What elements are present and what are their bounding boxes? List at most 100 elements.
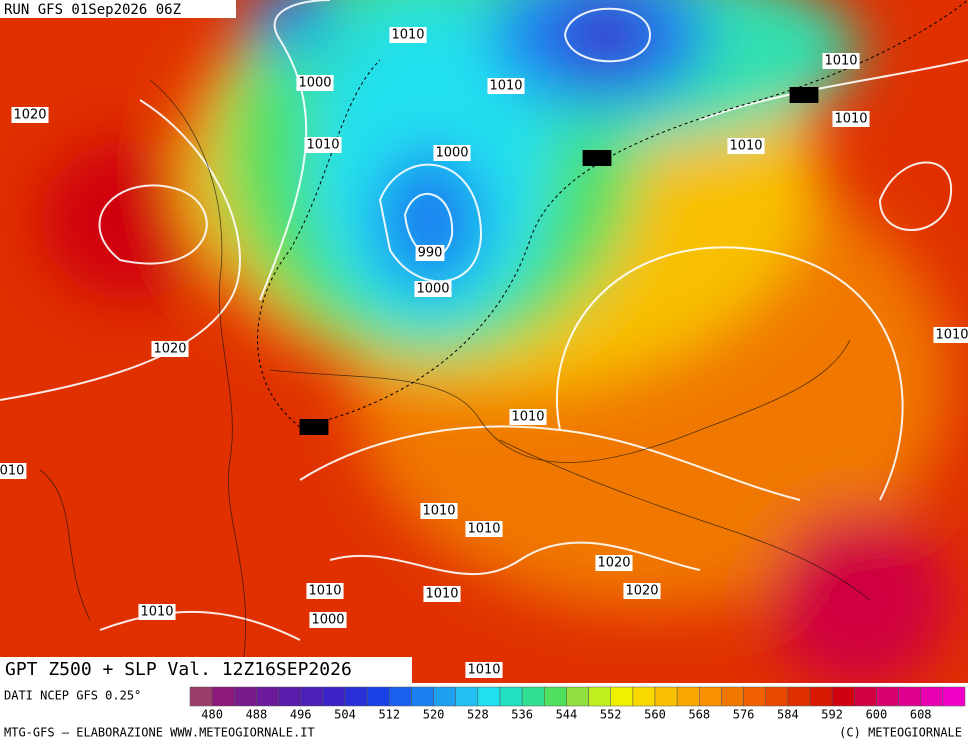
contour-label-bg: [389, 27, 427, 43]
colorbar-tick-label: 592: [821, 708, 843, 722]
colorbar-tick-label: 488: [246, 708, 268, 722]
contour-label: 1020: [597, 556, 630, 571]
contour-label-bg: [832, 111, 870, 127]
contour-label-bg: [423, 586, 461, 602]
contour-label: 1010: [306, 138, 339, 153]
map-title: GPT Z500 + SLP Val. 12Z16SEP2026: [5, 659, 352, 680]
colorbar-tick-label: 552: [600, 708, 622, 722]
contour-label-bg: [822, 53, 860, 69]
contour-label-bg: [0, 463, 27, 479]
contour-label: 1000: [435, 146, 468, 161]
color-swatch: [898, 686, 921, 707]
colorbar-tick-label: 600: [866, 708, 888, 722]
color-swatch: [344, 686, 368, 707]
colorbar-tick-label: 480: [201, 708, 223, 722]
colorbar-tick-label: 512: [378, 708, 400, 722]
contour-label-bg: [151, 341, 189, 357]
color-swatch: [699, 686, 722, 707]
color-swatch: [721, 686, 744, 707]
contour-label-bg: [582, 150, 612, 166]
contour-label: 1000: [298, 76, 331, 91]
color-swatch: [831, 686, 855, 707]
contour-label: 1010: [489, 79, 522, 94]
color-swatch: [610, 686, 634, 707]
contour-label: 1010: [422, 504, 455, 519]
contour-label-bg: [11, 107, 49, 123]
data-source: DATI NCEP GFS 0.25°: [4, 689, 141, 703]
contour-label: 552: [585, 151, 610, 166]
contour-label-bg: [465, 521, 503, 537]
colorbar-tick-label: 560: [644, 708, 666, 722]
contour-label: 1010: [729, 139, 762, 154]
color-swatch: [632, 686, 656, 707]
color-swatch: [809, 686, 833, 707]
color-swatch: [389, 686, 412, 707]
color-swatch: [854, 686, 877, 707]
contour-label-bg: [415, 245, 445, 261]
color-swatch: [588, 686, 611, 707]
colorbar-tick-label: 496: [290, 708, 312, 722]
contour-label: 1000: [416, 282, 449, 297]
contour-label: 010: [0, 464, 24, 479]
color-swatch: [234, 686, 257, 707]
contour-label: 1010: [824, 54, 857, 69]
color-swatch: [676, 686, 700, 707]
title-box: [0, 657, 412, 683]
colorbar-tick-label: 576: [733, 708, 755, 722]
contour-label: 552: [302, 420, 327, 435]
header-box: [0, 0, 236, 18]
color-swatch: [256, 686, 279, 707]
contour-label: 1010: [140, 605, 173, 620]
colorbar-tick-label: 504: [334, 708, 356, 722]
color-swatch: [211, 686, 235, 707]
contour-label: 1000: [311, 613, 344, 628]
contour-label: 1010: [467, 663, 500, 678]
contour-label-bg: [933, 327, 968, 343]
contour-label-bg: [296, 75, 334, 91]
color-swatch: [411, 686, 434, 707]
contour-label: 1010: [467, 522, 500, 537]
contour-label-bg: [789, 87, 819, 103]
color-swatch: [278, 686, 301, 707]
colorbar-tick-label: 568: [688, 708, 710, 722]
color-swatch: [521, 686, 545, 707]
contour-label-bg: [299, 419, 329, 435]
color-swatch: [787, 686, 811, 707]
color-swatch: [366, 686, 390, 707]
contour-label: 1010: [935, 328, 968, 343]
contour-label-bg: [487, 78, 525, 94]
color-swatch: [654, 686, 678, 707]
contour-label-bg: [304, 137, 342, 153]
contour-label-bg: [420, 503, 458, 519]
contour-label-bg: [727, 138, 765, 154]
credit: MTG-GFS — ELABORAZIONE WWW.METEOGIORNALE…: [4, 726, 315, 740]
color-swatch: [477, 686, 501, 707]
copyright: (C) METEOGIORNALE: [839, 726, 962, 740]
color-swatch: [189, 686, 213, 707]
color-swatch: [433, 686, 456, 707]
contour-label-bg: [138, 604, 176, 620]
contour-label: 552: [792, 88, 817, 103]
contour-label: 1010: [425, 587, 458, 602]
contour-label-bg: [414, 281, 452, 297]
contour-label-bg: [595, 555, 633, 571]
colorbar-tick-label: 520: [423, 708, 445, 722]
color-swatch: [920, 686, 944, 707]
contour-label-bg: [433, 145, 471, 161]
color-swatch: [455, 686, 479, 707]
contour-label: 1010: [308, 584, 341, 599]
contour-label: 1020: [13, 108, 46, 123]
color-swatch: [876, 686, 899, 707]
contour-label-bg: [309, 612, 347, 628]
contour-label: 1010: [391, 28, 424, 43]
contour-label: 1020: [153, 342, 186, 357]
map: 1010 1000 1010 1020 1010 1000 552 552 1010 1010 10…: [0, 0, 968, 683]
colorbar-tick-label: 608: [910, 708, 932, 722]
colorbar-tick-label: 544: [556, 708, 578, 722]
contour-label: 1010: [511, 410, 544, 425]
color-swatch: [942, 686, 966, 707]
colorbar-tick-label: 536: [511, 708, 533, 722]
colorbar-tick-label: 584: [777, 708, 799, 722]
color-swatch: [322, 686, 346, 707]
